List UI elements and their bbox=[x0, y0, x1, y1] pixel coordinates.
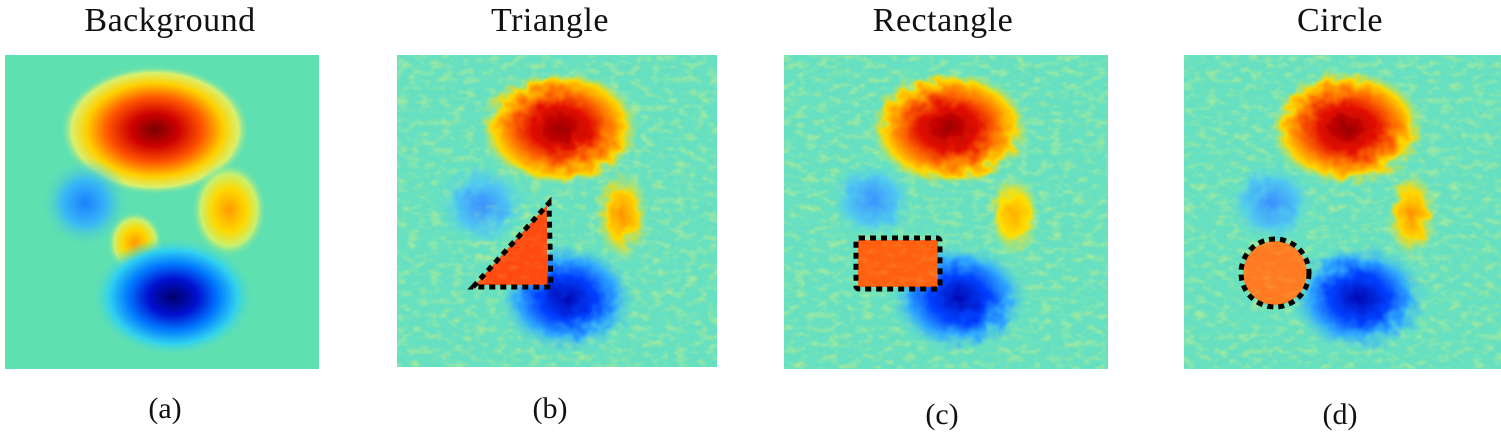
heatmap-background bbox=[5, 55, 319, 369]
heatmap-triangle bbox=[397, 55, 717, 367]
panel-caption: (b) bbox=[532, 392, 568, 425]
panel-d: Circle bbox=[1176, 0, 1501, 436]
heatmap-rectangle bbox=[784, 55, 1108, 369]
circle-outline bbox=[1238, 236, 1312, 310]
panel-title: Background bbox=[84, 2, 256, 39]
panel-caption: (c) bbox=[925, 398, 959, 431]
panel-caption: (a) bbox=[148, 392, 182, 425]
panel-title: Circle bbox=[1296, 2, 1384, 39]
panel-title: Rectangle bbox=[872, 2, 1014, 39]
panel-b: Triangle bbox=[390, 0, 730, 436]
triangle-outline bbox=[467, 196, 554, 290]
panel-c: Rectangle bbox=[778, 0, 1118, 436]
heatmap-circle bbox=[1184, 55, 1501, 369]
panel-a: Background bbox=[0, 0, 340, 436]
panel-caption: (d) bbox=[1322, 398, 1358, 431]
rectangle-outline bbox=[853, 235, 943, 292]
panel-title: Triangle bbox=[491, 2, 609, 39]
